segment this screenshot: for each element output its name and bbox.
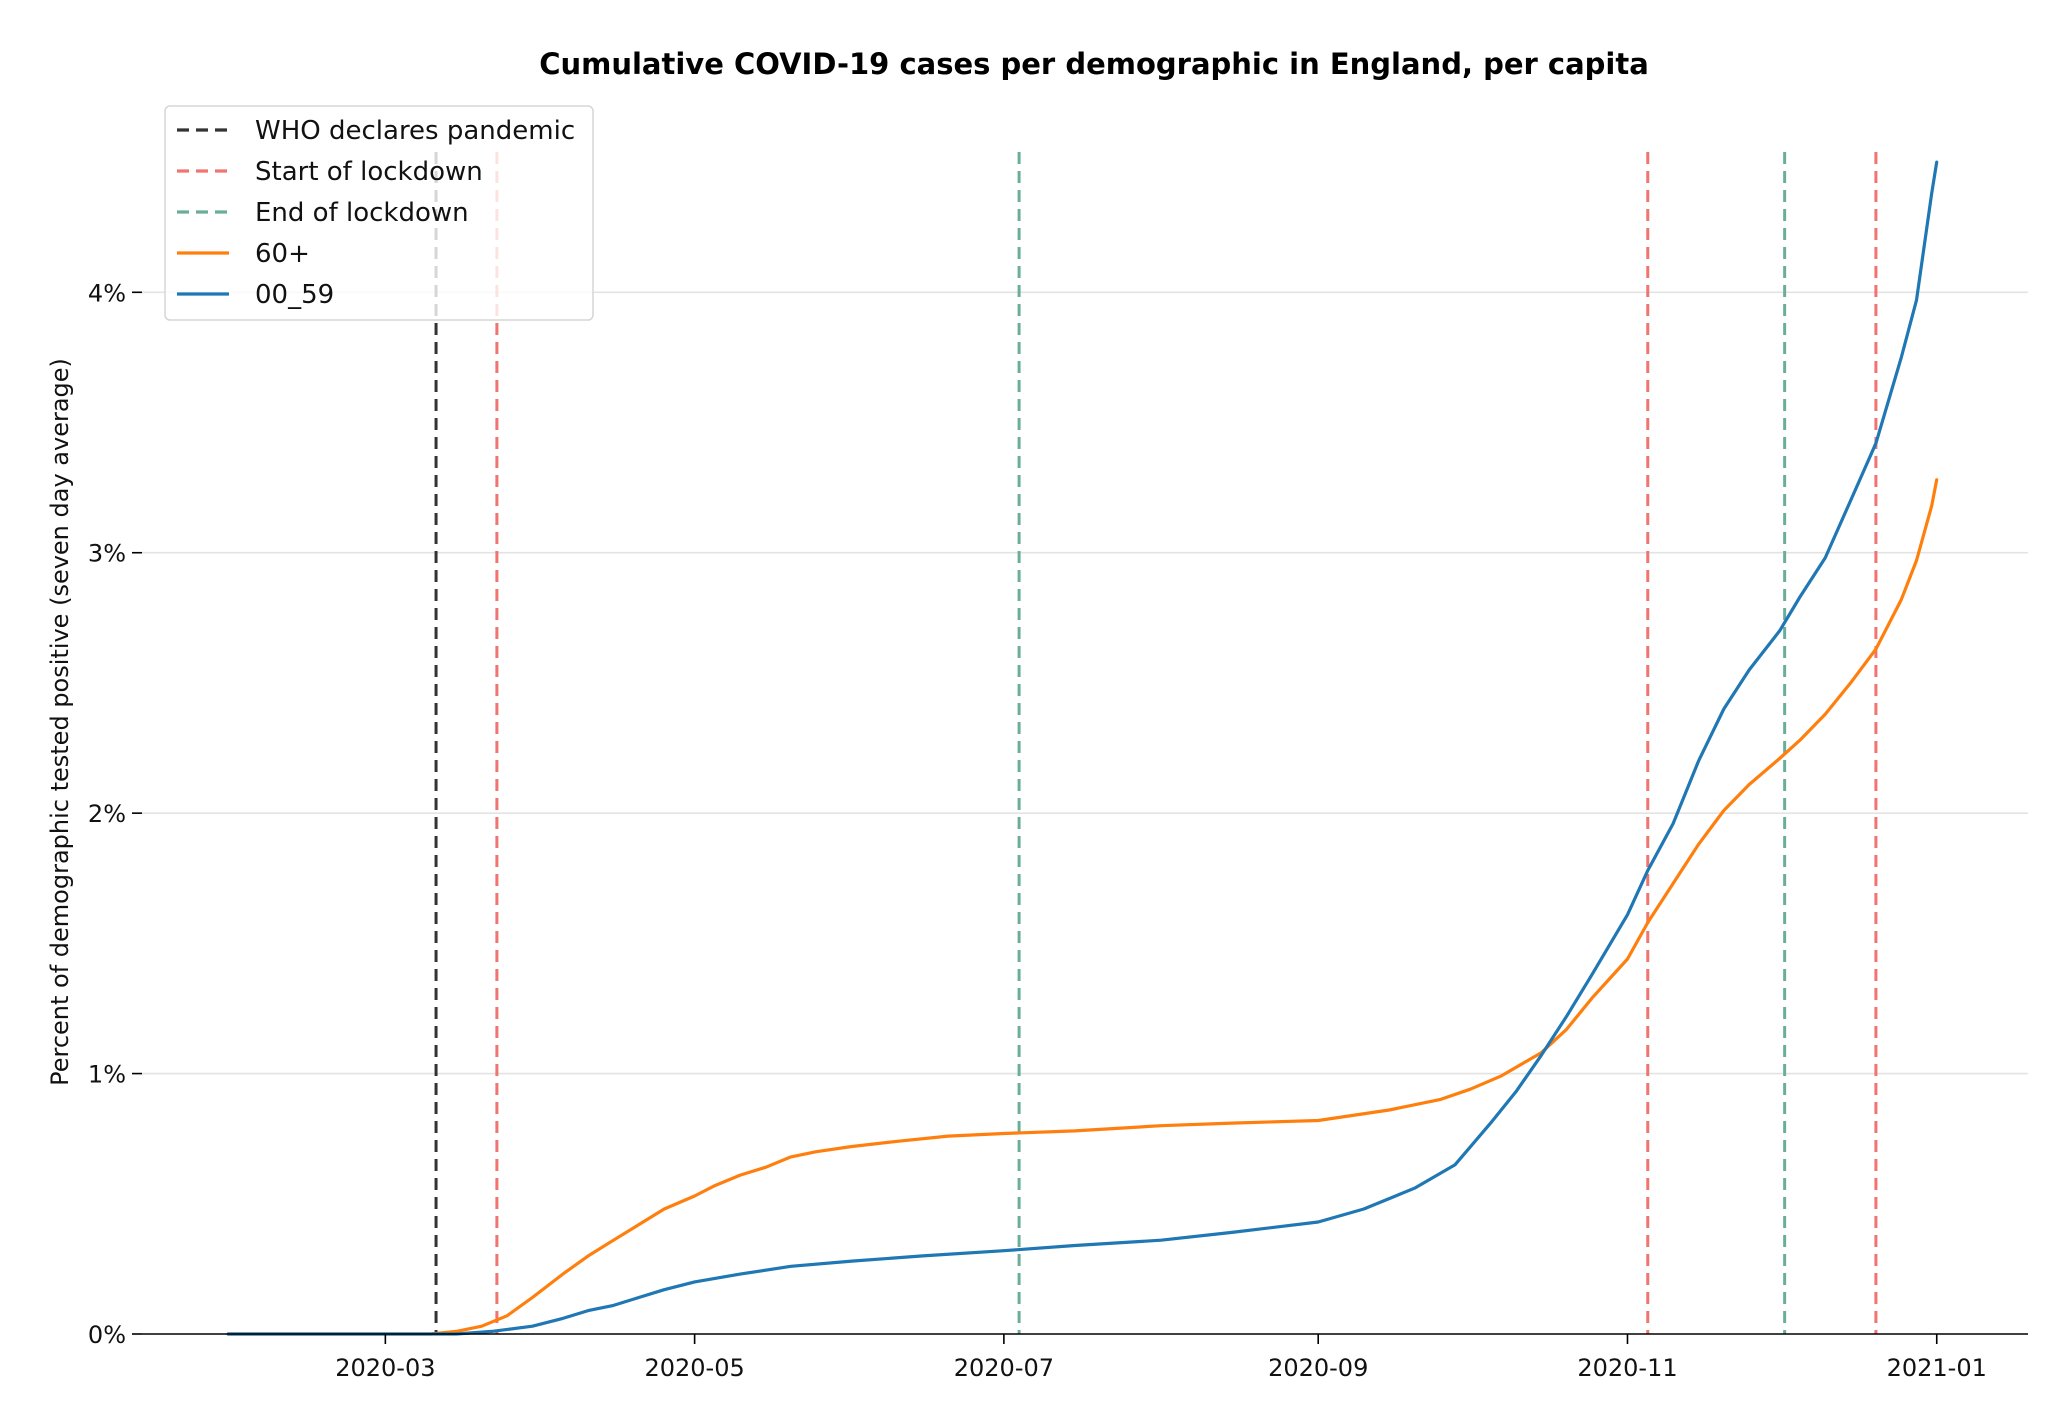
x-tick-label: 2020-09 xyxy=(1268,1354,1368,1382)
x-tick-label: 2020-07 xyxy=(954,1354,1054,1382)
y-tick-label: 0% xyxy=(88,1321,126,1349)
grid xyxy=(142,291,2028,1075)
chart-title: Cumulative COVID-19 cases per demographi… xyxy=(539,47,1649,81)
series-line xyxy=(226,160,1939,1336)
legend-box xyxy=(164,105,594,321)
x-tick-label: 2020-11 xyxy=(1577,1354,1677,1382)
legend-label: End of lockdown xyxy=(255,198,469,228)
x-tick-label: 2020-03 xyxy=(335,1354,435,1382)
event-lines xyxy=(434,152,1878,1334)
x-tick-label: 2020-05 xyxy=(644,1354,744,1382)
y-ticks: 0% 1% 2% 3% 4% xyxy=(88,279,142,1349)
legend-label: 60+ xyxy=(255,239,310,269)
y-axis-label: Percent of demographic tested positive (… xyxy=(46,358,74,1086)
legend-label: 00_59 xyxy=(255,280,334,310)
y-tick-label: 2% xyxy=(88,800,126,828)
series-line xyxy=(226,478,1939,1336)
legend-label: WHO declares pandemic xyxy=(255,116,575,146)
legend-label: Start of lockdown xyxy=(255,157,483,187)
y-tick-label: 1% xyxy=(88,1061,126,1089)
y-tick-label: 4% xyxy=(88,279,126,307)
series-lines xyxy=(226,160,1939,1336)
y-tick-label: 3% xyxy=(88,540,126,568)
x-ticks: 2020-03 2020-05 2020-07 2020-09 2020-11 2021-… xyxy=(335,1334,1987,1382)
x-tick-label: 2021-01 xyxy=(1887,1354,1987,1382)
legend: WHO declares pandemic Start of lockdown En… xyxy=(164,105,594,321)
